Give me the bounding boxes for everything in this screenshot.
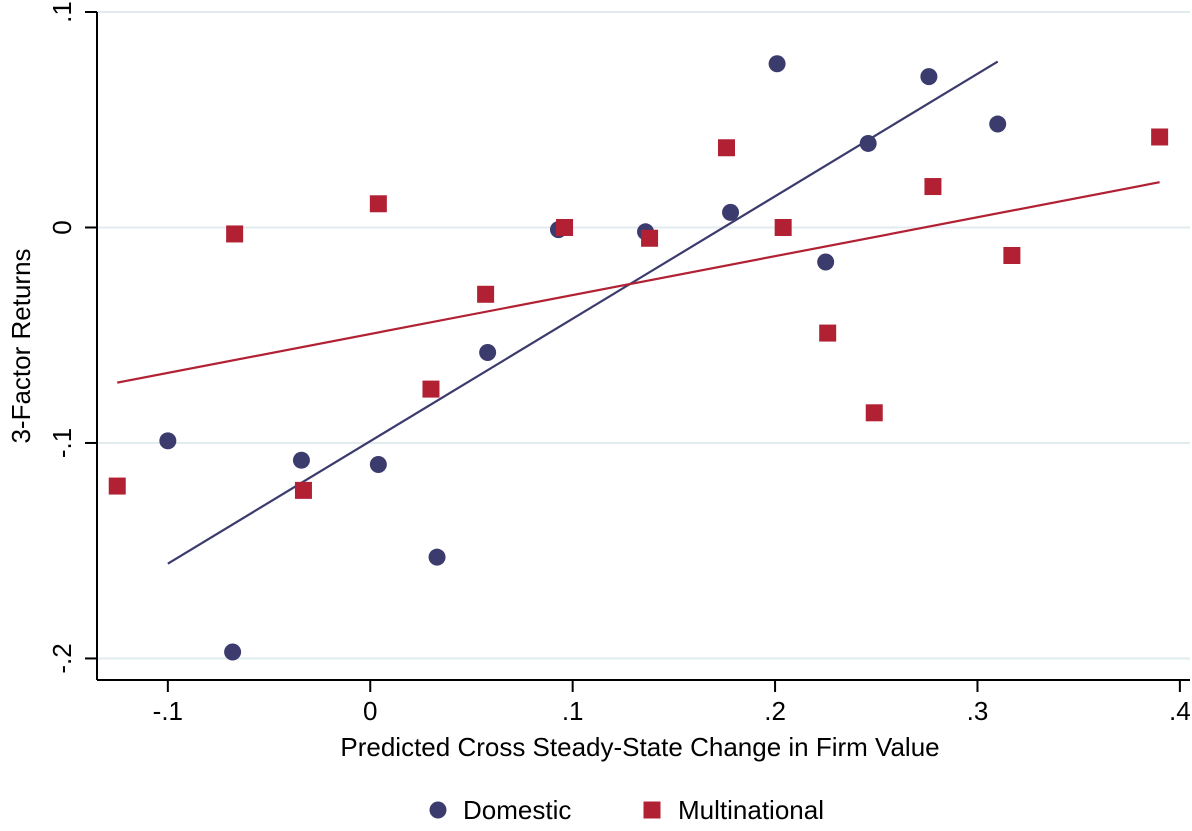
domestic-point — [920, 68, 938, 86]
legend-marker-domestic — [429, 801, 447, 819]
fit-lines — [117, 60, 1160, 565]
x-tick-label: -.1 — [153, 696, 183, 726]
multinational-point — [477, 285, 495, 303]
domestic-point — [722, 203, 740, 221]
y-tick-label: -.1 — [47, 428, 77, 458]
grid-lines — [97, 11, 1190, 660]
multinational-point — [369, 195, 387, 213]
y-axis-title: 3-Factor Returns — [6, 248, 36, 443]
domestic-point — [159, 432, 177, 450]
axes — [96, 12, 1190, 681]
legend-label-domestic: Domestic — [463, 795, 571, 825]
x-tick-label: 0 — [363, 696, 377, 726]
fit-line-multinational — [117, 181, 1160, 384]
multinational-point — [294, 481, 312, 499]
multinational-point — [226, 225, 244, 243]
multinational-point — [717, 139, 735, 157]
multinational-point — [108, 477, 126, 495]
multinational-point — [1151, 128, 1169, 146]
domestic-point — [859, 134, 877, 152]
domestic-point — [292, 451, 310, 469]
multinational-point — [865, 404, 883, 422]
domestic-point — [428, 548, 446, 566]
legend: Domestic Multinational — [429, 795, 824, 825]
multinational-point — [422, 380, 440, 398]
data-points — [108, 55, 1169, 661]
multinational-point — [1003, 246, 1021, 264]
multinational-point — [924, 178, 942, 196]
domestic-point — [989, 115, 1007, 133]
y-tick-label: 0 — [47, 220, 77, 234]
x-tick-label: .3 — [967, 696, 989, 726]
multinational-point — [774, 218, 792, 236]
domestic-point — [768, 55, 786, 73]
x-tick-label: .1 — [562, 696, 584, 726]
multinational-point — [819, 324, 837, 342]
domestic-point — [369, 456, 387, 474]
x-axis-title: Predicted Cross Steady-State Change in F… — [340, 732, 939, 762]
x-tick-label: .2 — [764, 696, 786, 726]
multinational-point — [641, 229, 659, 247]
y-tick-label: .1 — [47, 1, 77, 23]
domestic-point — [817, 253, 835, 271]
legend-label-multinational: Multinational — [678, 795, 824, 825]
domestic-point — [479, 343, 497, 361]
fit-line-domestic — [167, 60, 999, 565]
y-tick-label: -.2 — [47, 643, 77, 673]
domestic-point — [224, 643, 242, 661]
tick-marks: -.2 -.1 0 .1 -.1 0 .1 .2 .3 .4 — [47, 1, 1191, 726]
x-tick-label: .4 — [1169, 696, 1191, 726]
multinational-point — [556, 218, 574, 236]
legend-marker-multinational — [643, 801, 661, 819]
